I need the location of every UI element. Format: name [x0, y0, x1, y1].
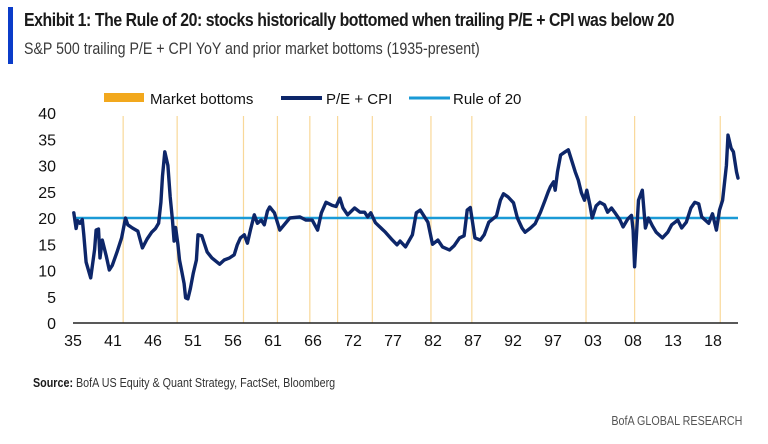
y-tick-label: 30	[38, 159, 56, 176]
x-tick-label: 51	[184, 333, 202, 350]
y-tick-label: 10	[38, 264, 56, 281]
x-tick-label: 61	[264, 333, 282, 350]
source-note: Source: BofA US Equity & Quant Strategy,…	[33, 376, 335, 390]
x-tick-label: 13	[664, 333, 682, 350]
chart-subtitle: S&P 500 trailing P/E + CPI YoY and prior…	[24, 40, 480, 58]
pe-cpi-line	[72, 133, 740, 301]
x-tick-label: 82	[424, 333, 442, 350]
legend: Market bottoms P/E + CPI Rule of 20	[104, 91, 521, 108]
x-tick-label: 35	[64, 333, 82, 350]
x-tick-label: 03	[584, 333, 602, 350]
y-tick-label: 20	[38, 211, 56, 228]
legend-label-rule-of-20: Rule of 20	[453, 91, 521, 108]
brand-footer: BofA GLOBAL RESEARCH	[610, 414, 742, 428]
x-tick-label: 18	[704, 333, 722, 350]
x-tick-label: 77	[384, 333, 402, 350]
x-tick-label: 66	[304, 333, 322, 350]
x-tick-label: 97	[544, 333, 562, 350]
title-accent-bar	[8, 7, 13, 64]
x-axis-tick-labels: 35 41 46 51 56 61 66 72 77 82 87 92 97 03 08 13 18	[64, 333, 722, 350]
x-tick-label: 08	[624, 333, 642, 350]
x-tick-label: 56	[224, 333, 242, 350]
x-tick-label: 72	[344, 333, 362, 350]
x-tick-label: 87	[464, 333, 482, 350]
y-axis-tick-labels: 0 5 10 15 20 25 30 35 40	[38, 106, 56, 333]
chart-title: Exhibit 1: The Rule of 20: stocks histor…	[24, 10, 675, 30]
y-tick-label: 5	[47, 290, 56, 307]
source-text: BofA US Equity & Quant Strategy, FactSet…	[73, 376, 336, 390]
legend-label-pe-cpi: P/E + CPI	[326, 91, 392, 108]
legend-label-market-bottoms: Market bottoms	[150, 91, 253, 108]
y-tick-label: 40	[38, 106, 56, 123]
x-tick-label: 92	[504, 333, 522, 350]
y-tick-label: 35	[38, 132, 56, 149]
y-tick-label: 25	[38, 185, 56, 202]
y-tick-label: 15	[38, 237, 56, 254]
legend-swatch-market-bottoms	[104, 93, 144, 102]
y-tick-label: 0	[47, 316, 56, 333]
x-tick-label: 41	[104, 333, 122, 350]
source-label: Source:	[33, 376, 74, 390]
x-tick-label: 46	[144, 333, 162, 350]
